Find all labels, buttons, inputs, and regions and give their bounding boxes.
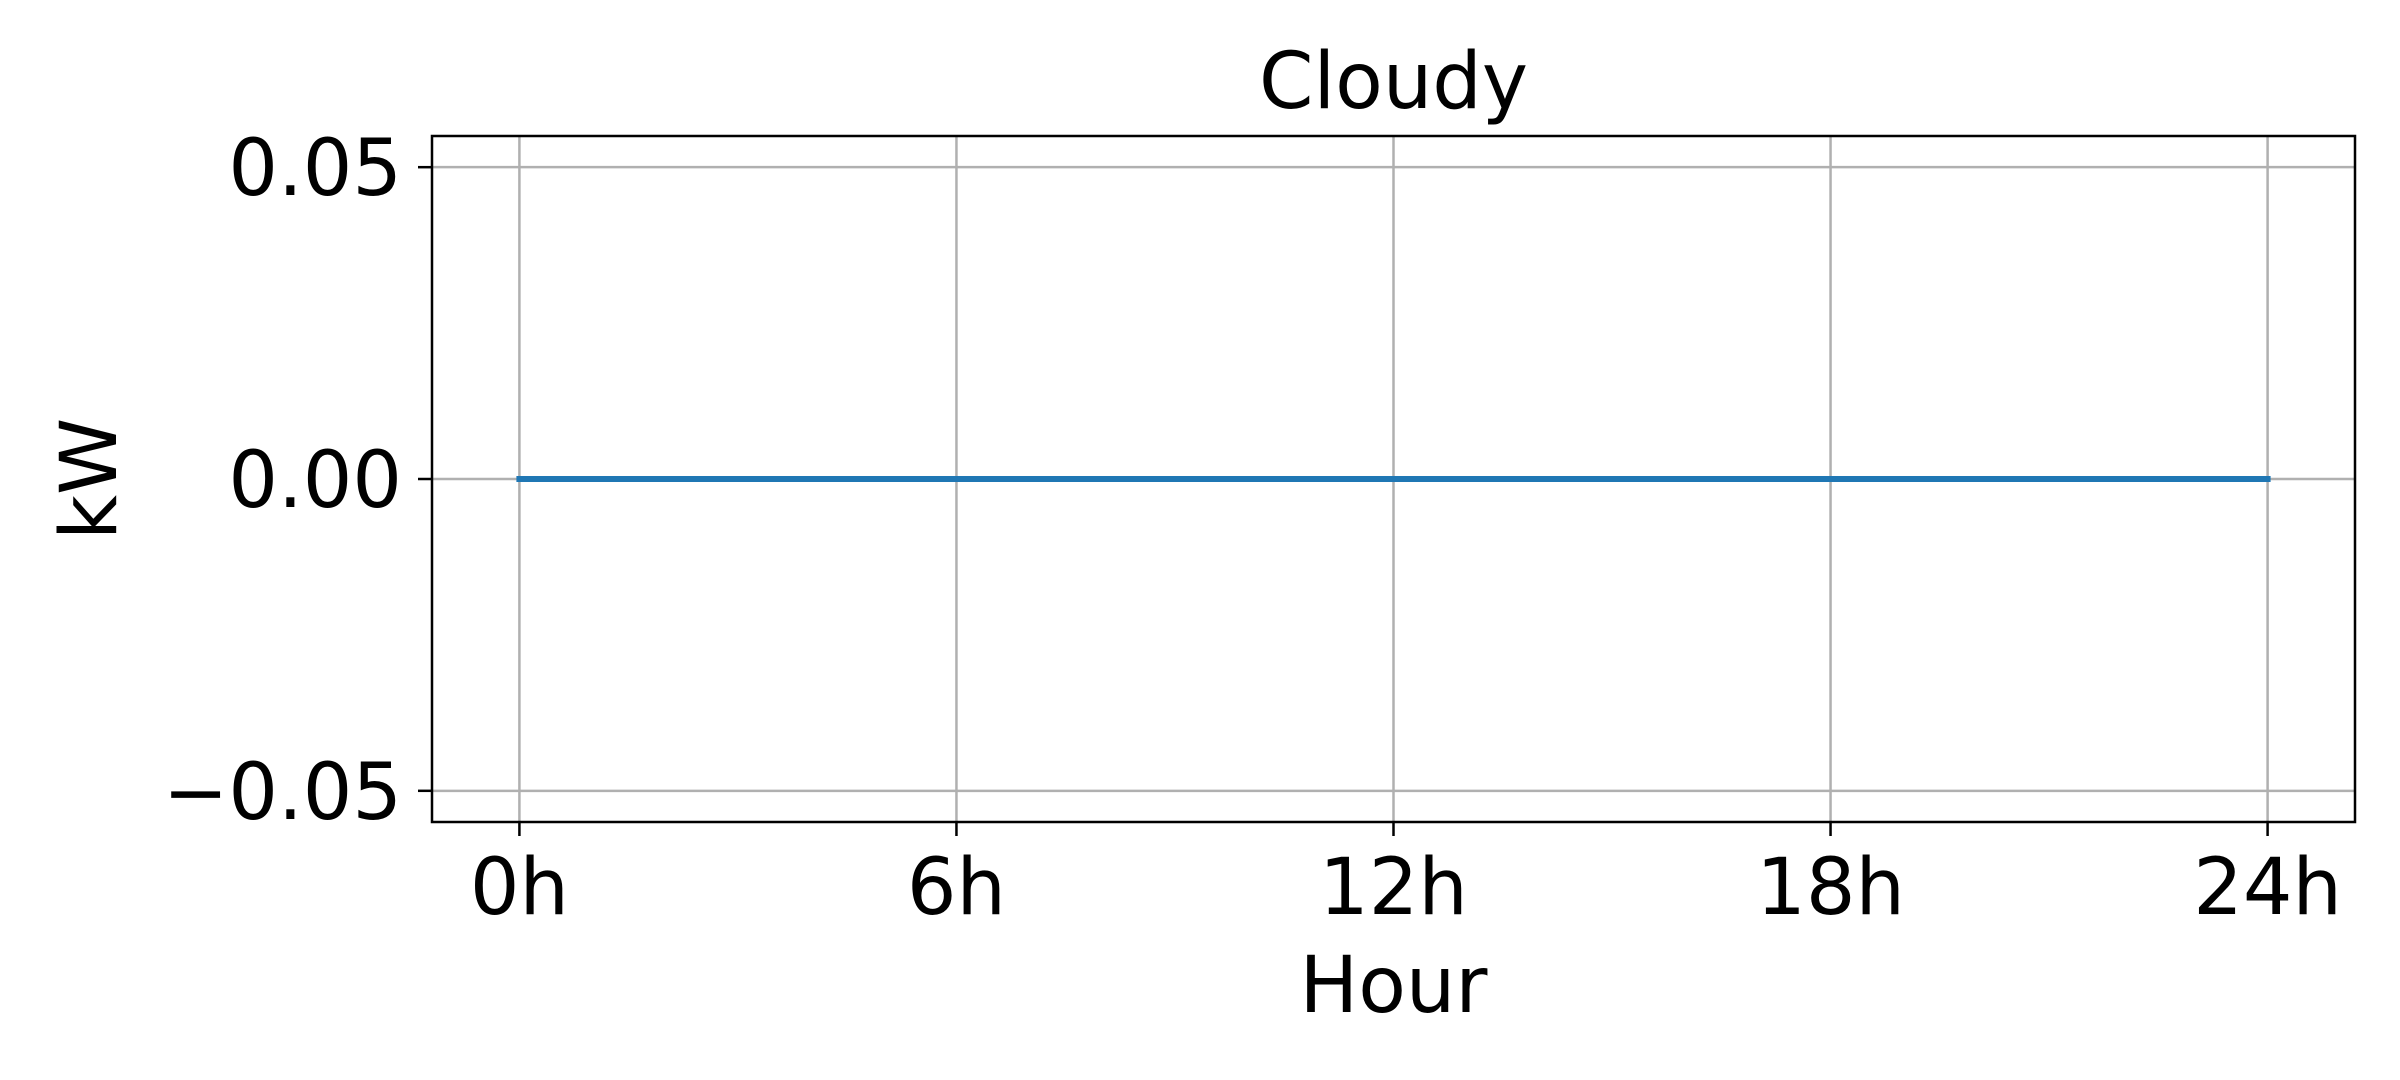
x-tick-label: 24h: [2193, 843, 2342, 933]
y-tick-label: 0.05: [228, 124, 402, 214]
chart-title: Cloudy: [1259, 37, 1528, 127]
x-tick-label: 12h: [1319, 843, 1468, 933]
x-tick-label: 6h: [907, 843, 1006, 933]
axis-ticks: [418, 165, 2269, 836]
y-axis-label: kW: [45, 418, 135, 540]
x-tick-label: 18h: [1756, 843, 1905, 933]
y-tick-label: −0.05: [163, 748, 402, 838]
y-tick-label: 0.00: [228, 436, 402, 526]
x-tick-label: 0h: [470, 843, 569, 933]
x-axis-label: Hour: [1300, 941, 1489, 1031]
